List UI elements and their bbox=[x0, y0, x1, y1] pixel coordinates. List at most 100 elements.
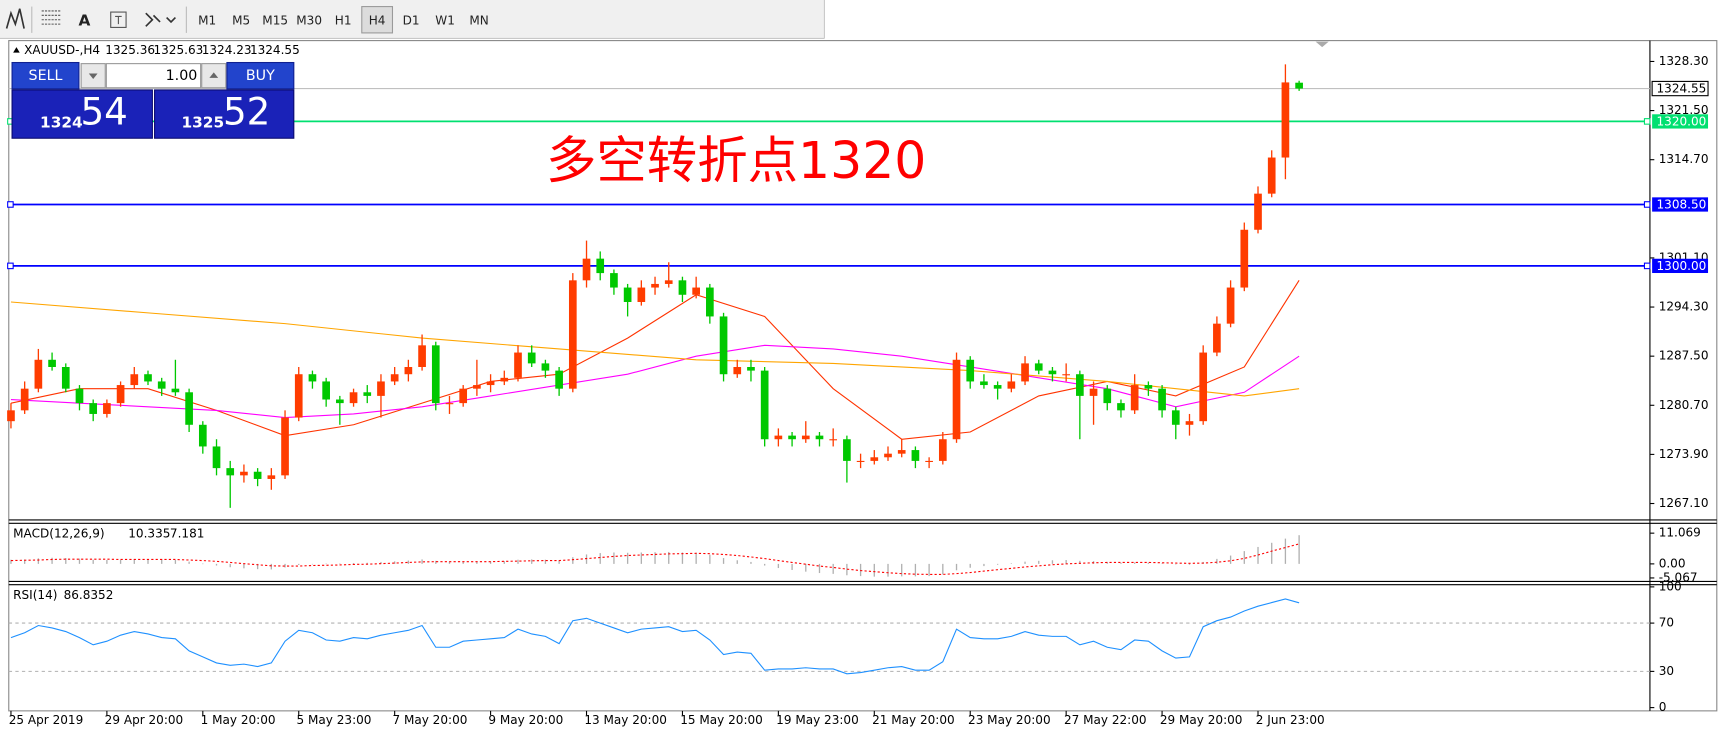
candle-body bbox=[815, 435, 824, 440]
candle-body bbox=[884, 453, 892, 458]
moving-average bbox=[10, 301, 1300, 397]
candle-body bbox=[459, 388, 468, 404]
timeframe-button[interactable]: M30 bbox=[296, 13, 322, 27]
candle-body bbox=[966, 359, 975, 382]
y-tick-label: 1287.50 bbox=[1659, 349, 1709, 363]
macd-signal bbox=[10, 543, 1300, 575]
candle-body bbox=[1130, 385, 1139, 411]
macd-bar bbox=[544, 559, 547, 564]
macd-bar bbox=[1271, 542, 1273, 564]
y-tick-label: 70 bbox=[1659, 616, 1674, 630]
ask-box[interactable] bbox=[154, 89, 295, 139]
tool-icon[interactable] bbox=[145, 12, 176, 27]
macd-bar bbox=[407, 560, 410, 564]
candle-body bbox=[281, 417, 289, 476]
y-tick-label: 1267.10 bbox=[1659, 496, 1709, 510]
macd-bar bbox=[489, 561, 492, 564]
x-tick-label: 21 May 20:00 bbox=[872, 713, 955, 727]
macd-bar bbox=[681, 552, 684, 564]
y-tick-label: -5.067 bbox=[1659, 570, 1698, 584]
tool-icon[interactable] bbox=[115, 15, 122, 25]
candle-body bbox=[980, 381, 988, 386]
chart-frame bbox=[8, 40, 1718, 712]
macd-bar bbox=[37, 558, 40, 564]
candle-body bbox=[1062, 374, 1070, 376]
macd-bar bbox=[1229, 555, 1232, 564]
macd-bar bbox=[147, 559, 149, 564]
macd-bar bbox=[1079, 560, 1081, 564]
macd-bar bbox=[914, 563, 917, 577]
candle-body bbox=[719, 316, 728, 375]
candle-body bbox=[103, 403, 111, 414]
candle-body bbox=[1144, 385, 1153, 389]
candle-body bbox=[952, 359, 961, 440]
indicator-title: RSI(14) bbox=[13, 588, 57, 602]
candle-body bbox=[897, 450, 906, 454]
candle-body bbox=[610, 273, 618, 288]
sell-button[interactable] bbox=[11, 61, 80, 90]
macd-bar bbox=[722, 558, 725, 564]
macd-bar bbox=[133, 559, 135, 564]
candle-body bbox=[993, 385, 1002, 389]
candle-body bbox=[1171, 410, 1180, 425]
macd-bar bbox=[476, 561, 478, 564]
candle-body bbox=[431, 345, 440, 404]
candle-body bbox=[404, 367, 413, 375]
macd-bar bbox=[1298, 535, 1300, 564]
candle-body bbox=[1048, 370, 1057, 375]
macd-bar bbox=[1161, 563, 1163, 564]
y-tick-label: 30 bbox=[1659, 664, 1674, 678]
x-tick-label: 25 Apr 2019 bbox=[9, 713, 83, 727]
timeframe-button[interactable]: MN bbox=[469, 13, 488, 27]
plot-area: 1328.301321.501314.701301.101294.301287.… bbox=[7, 40, 1717, 727]
candle-body bbox=[760, 370, 769, 440]
candle-body bbox=[1089, 388, 1098, 396]
macd-bar bbox=[298, 563, 300, 565]
bid-box[interactable] bbox=[11, 89, 153, 139]
candle-body bbox=[651, 283, 659, 288]
macd-bar bbox=[654, 552, 656, 564]
macd-bar bbox=[1134, 562, 1136, 564]
candle-body bbox=[1034, 363, 1043, 371]
level-price-box bbox=[1652, 258, 1709, 274]
buy-label: BUY bbox=[246, 68, 275, 84]
candle-body bbox=[1103, 388, 1112, 404]
text-tool[interactable]: A bbox=[78, 11, 90, 29]
candle-body bbox=[89, 403, 98, 414]
collapse-icon bbox=[13, 47, 20, 53]
y-tick-label: 0.00 bbox=[1659, 556, 1686, 570]
timeframe-button[interactable]: W1 bbox=[435, 13, 455, 27]
macd-bar bbox=[1188, 563, 1191, 565]
macd-bar bbox=[1024, 561, 1026, 564]
macd-bar bbox=[339, 563, 341, 565]
lots-input[interactable] bbox=[105, 63, 202, 89]
tool-icon[interactable] bbox=[110, 11, 127, 28]
tool-icon[interactable] bbox=[5, 8, 25, 29]
timeframe-button[interactable]: M1 bbox=[198, 13, 216, 27]
candle-body bbox=[267, 475, 276, 479]
macd-bar bbox=[942, 563, 944, 575]
timeframe-button[interactable]: H1 bbox=[335, 13, 352, 27]
candle-body bbox=[514, 352, 522, 378]
timeframe-button[interactable]: M5 bbox=[232, 13, 250, 27]
macd-bar bbox=[311, 563, 314, 565]
candle-body bbox=[870, 457, 879, 461]
macd-bar bbox=[928, 563, 930, 577]
timeframe-button[interactable]: D1 bbox=[403, 13, 420, 27]
macd-bar bbox=[585, 554, 588, 564]
candle-body bbox=[1281, 82, 1290, 158]
x-tick-label: 15 May 20:00 bbox=[680, 713, 763, 727]
macd-bar bbox=[174, 559, 177, 564]
candle-body bbox=[308, 374, 317, 382]
active-timeframe[interactable] bbox=[361, 6, 394, 34]
buy-button[interactable] bbox=[226, 61, 295, 90]
macd-bar bbox=[10, 559, 12, 564]
macd-bar bbox=[1147, 562, 1150, 564]
macd-bar bbox=[229, 563, 231, 568]
lots-value: 1.00 bbox=[166, 68, 198, 84]
candle-body bbox=[774, 435, 783, 440]
timeframe-button[interactable]: H4 bbox=[369, 13, 386, 27]
macd-bar bbox=[887, 563, 889, 577]
tool-icon[interactable] bbox=[41, 10, 62, 25]
timeframe-button[interactable]: M15 bbox=[262, 13, 288, 27]
